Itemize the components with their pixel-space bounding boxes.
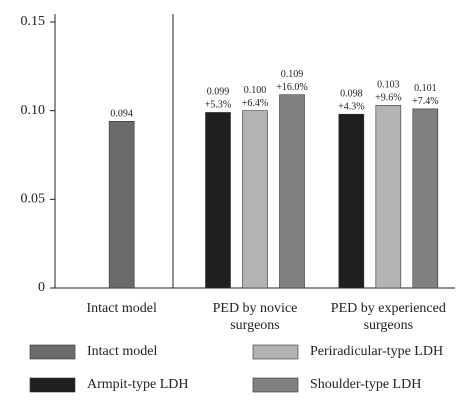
legend-label: Periradicular-type LDH <box>310 344 443 359</box>
change-label: +16.0% <box>276 82 307 93</box>
change-label: +4.3% <box>338 102 364 113</box>
bar <box>205 112 231 289</box>
bar <box>338 113 365 289</box>
value-label: 0.094 <box>110 109 133 120</box>
value-label: 0.101 <box>414 83 437 94</box>
legend-swatch <box>252 344 299 360</box>
value-label: 0.103 <box>377 80 400 91</box>
value-label: 0.098 <box>340 89 363 100</box>
bar <box>108 121 135 289</box>
legend-label: Armpit-type LDH <box>87 377 188 392</box>
bar <box>412 108 439 289</box>
legend-label: Intact model <box>87 344 157 359</box>
x-tick-label: PED by novice surgeons <box>212 301 298 333</box>
value-label: 0.100 <box>244 85 267 96</box>
change-label: +9.6% <box>375 93 401 104</box>
bar <box>375 105 402 289</box>
y-tick-label: 0 <box>38 280 45 295</box>
change-label: +5.3% <box>205 100 231 111</box>
legend-swatch <box>29 377 76 393</box>
legend-swatch <box>252 377 299 393</box>
x-tick-label: Intact model <box>86 301 157 316</box>
bar <box>242 110 268 289</box>
y-tick-label: 0.05 <box>21 192 46 207</box>
legend-swatch <box>29 344 76 360</box>
legend-label: Shoulder-type LDH <box>310 377 421 392</box>
change-label: +6.4% <box>242 98 268 109</box>
y-tick-label: 0.10 <box>21 103 46 118</box>
y-tick-label: 0.15 <box>21 14 46 29</box>
x-tick-label: PED by experienced surgeons <box>330 301 446 333</box>
change-label: +7.4% <box>412 96 438 107</box>
bar <box>279 94 305 289</box>
value-label: 0.099 <box>207 87 230 98</box>
value-label: 0.109 <box>281 69 304 80</box>
